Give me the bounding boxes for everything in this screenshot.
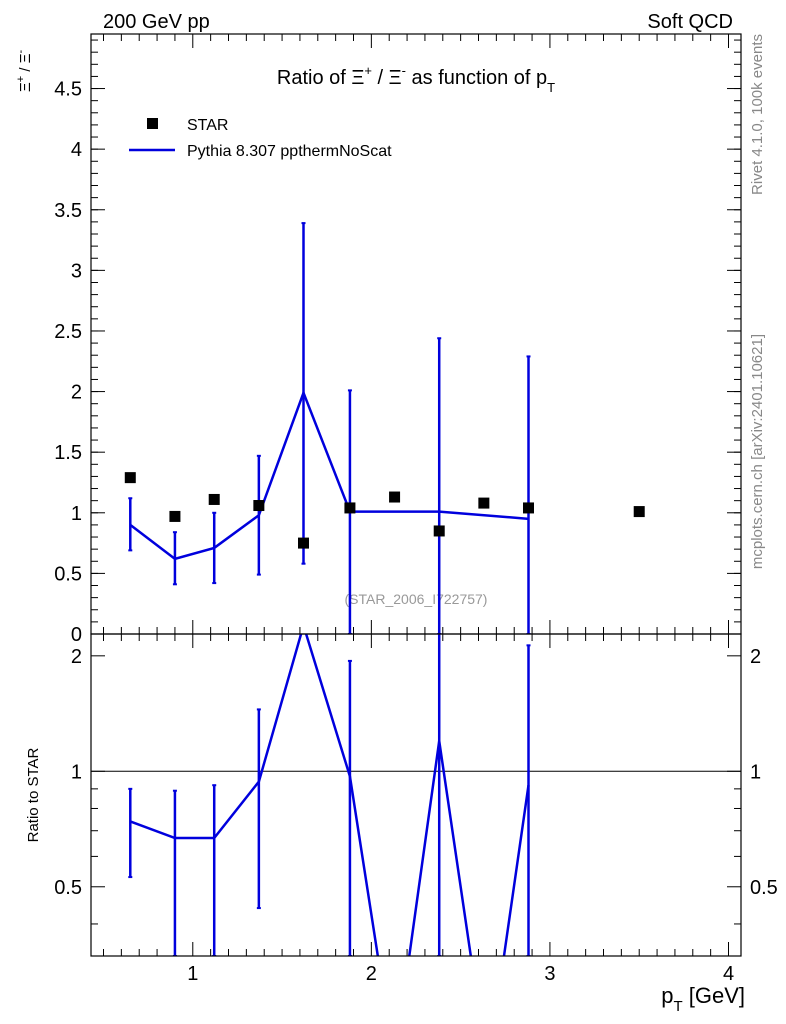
header-right: Soft QCD bbox=[647, 11, 733, 33]
xtick-label-3: 3 bbox=[544, 963, 555, 985]
star-data-point bbox=[344, 502, 356, 514]
ratio-panel: Ratio to STAR 0.5 1 2 0.5 1 2 1 2 3 4 pT… bbox=[25, 633, 778, 1015]
ratio-ytick-label-left-2: 2 bbox=[71, 646, 82, 668]
watermark: (STAR_2006_I722757) bbox=[345, 591, 488, 607]
ratio-ytick-label-left-0.5: 0.5 bbox=[54, 877, 82, 899]
header-left: 200 GeV pp bbox=[103, 11, 210, 33]
star-data-point bbox=[298, 537, 309, 549]
main-data-marks bbox=[124, 222, 645, 634]
main-ytick-label-2.5: 2.5 bbox=[54, 321, 82, 343]
legend-star-marker bbox=[147, 118, 158, 129]
main-ytick-label-1: 1 bbox=[71, 503, 82, 525]
star-data-point bbox=[433, 525, 445, 537]
star-data-point bbox=[169, 510, 181, 522]
ratio-ytick-label-right-2: 2 bbox=[750, 646, 761, 668]
rivet-label: Rivet 4.1.0, 100k events bbox=[749, 34, 766, 195]
main-axis-ticks bbox=[91, 34, 741, 635]
x-axis-label: pT [GeV] bbox=[661, 983, 745, 1015]
legend-star-label: STAR bbox=[187, 117, 228, 134]
legend-pythia-label: Pythia 8.307 ppthermNoScat bbox=[187, 143, 392, 160]
ratio-axis-ticks bbox=[91, 634, 741, 956]
main-ytick-label-4.5: 4.5 bbox=[54, 79, 82, 101]
star-data-point bbox=[208, 493, 220, 505]
star-data-point bbox=[633, 506, 645, 518]
main-ytick-label-0: 0 bbox=[71, 624, 82, 646]
mcplots-label: mcplots.cern.ch [arXiv:2401.10621] bbox=[749, 334, 766, 569]
main-ytick-label-4: 4 bbox=[71, 139, 82, 161]
star-data-point bbox=[478, 497, 490, 509]
star-data-point bbox=[389, 491, 401, 503]
main-ytick-label-0.5: 0.5 bbox=[54, 563, 82, 585]
xtick-label-1: 1 bbox=[187, 963, 198, 985]
star-data-point bbox=[523, 502, 534, 514]
legend: STAR Pythia 8.307 ppthermNoScat bbox=[129, 117, 392, 160]
ratio-series-line bbox=[129, 634, 530, 956]
main-ytick-label-3: 3 bbox=[71, 260, 82, 282]
xtick-label-2: 2 bbox=[366, 963, 377, 985]
xtick-label-4: 4 bbox=[723, 963, 734, 985]
star-data-point bbox=[124, 472, 136, 484]
main-panel: Ratio of Ξ+ / Ξ- as function of pT Ξ+ / … bbox=[15, 33, 742, 646]
ratio-tick-labels: 0.5 1 2 0.5 1 2 1 2 3 4 bbox=[54, 646, 778, 985]
main-y-axis-label: Ξ+ / Ξ- bbox=[15, 50, 34, 92]
chart-title: Ratio of Ξ+ / Ξ- as function of pT bbox=[277, 63, 555, 95]
ratio-ytick-label-right-0.5: 0.5 bbox=[750, 877, 778, 899]
main-ytick-label-1.5: 1.5 bbox=[54, 442, 82, 464]
main-tick-labels: 0 0.5 1 1.5 2 2.5 3 3.5 4 4.5 bbox=[54, 79, 82, 646]
main-ytick-label-2: 2 bbox=[71, 382, 82, 404]
star-data-point bbox=[253, 500, 265, 512]
pythia-series-line bbox=[129, 389, 529, 561]
ratio-ytick-label-left-1: 1 bbox=[71, 761, 82, 783]
ratio-data-marks bbox=[91, 634, 741, 956]
ratio-ytick-label-right-1: 1 bbox=[750, 761, 761, 783]
ratio-y-axis-label: Ratio to STAR bbox=[25, 747, 42, 842]
ratio-panel-frame bbox=[90, 633, 742, 957]
main-ytick-label-3.5: 3.5 bbox=[54, 200, 82, 222]
